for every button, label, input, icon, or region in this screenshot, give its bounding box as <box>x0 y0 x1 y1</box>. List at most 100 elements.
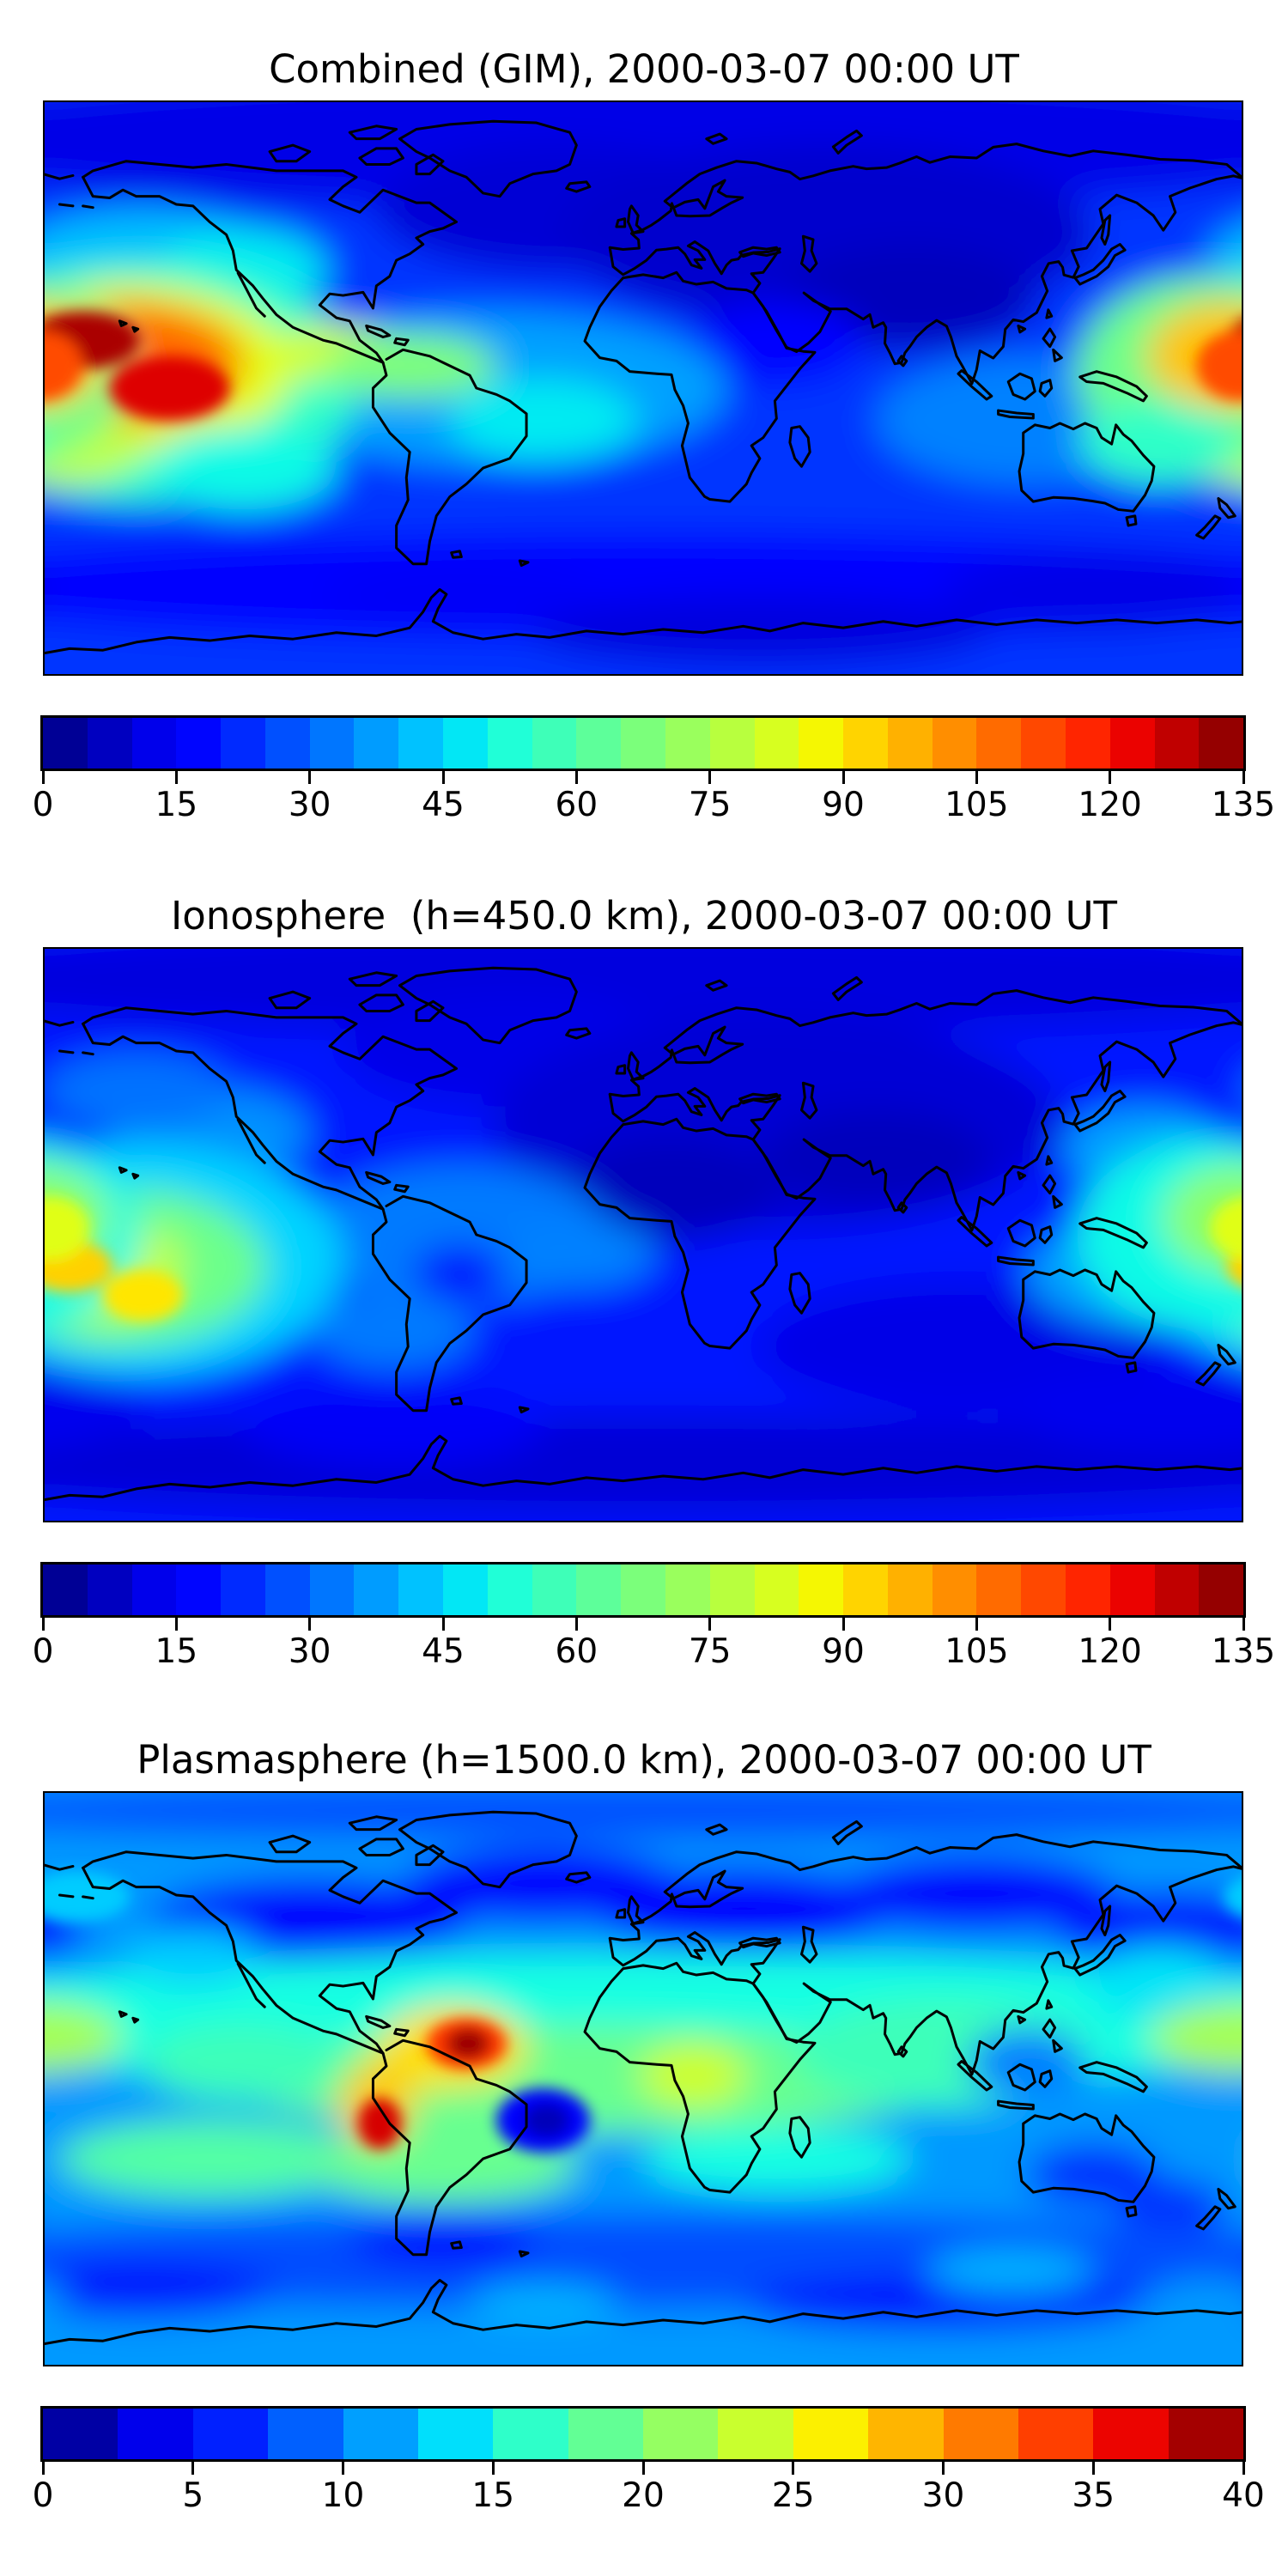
colorbar-tick <box>308 771 312 784</box>
colorbar-tick <box>441 771 445 784</box>
colorbar-tick <box>174 1618 178 1631</box>
colorbar-segment <box>754 718 799 769</box>
colorbar-segment <box>398 1564 444 1615</box>
colorbar-combined-gim <box>40 715 1246 771</box>
colorbar-segment <box>1109 718 1155 769</box>
colorbar-tick-label: 0 <box>32 786 54 824</box>
colorbar-segment <box>976 718 1022 769</box>
colorbar-tick <box>1242 2462 1245 2475</box>
colorbar-tick-label: 5 <box>182 2476 204 2515</box>
colorbar-segment <box>976 1564 1022 1615</box>
colorbar-tick <box>641 2462 645 2475</box>
colorbar-tick-label: 15 <box>155 1632 198 1671</box>
colorbar-tick <box>1091 2462 1095 2475</box>
colorbar-segment <box>887 1564 933 1615</box>
colorbar-segment <box>887 718 933 769</box>
colorbar-segment <box>343 2409 418 2459</box>
colorbar-tick <box>41 771 45 784</box>
colorbar-segment <box>398 718 444 769</box>
colorbar-tick <box>1109 771 1112 784</box>
colorbar-segment <box>487 718 532 769</box>
colorbar-tick <box>708 771 712 784</box>
colorbar-tick <box>841 1618 845 1631</box>
colorbar-tick-label: 10 <box>321 2476 365 2515</box>
map-combined-gim <box>43 100 1243 676</box>
colorbar-segment <box>665 1564 710 1615</box>
colorbar-tick <box>308 1618 312 1631</box>
colorbar-tick-label: 60 <box>555 1632 598 1671</box>
colorbar-segment <box>354 718 399 769</box>
colorbar-segment <box>621 1564 665 1615</box>
colorbar-segment <box>1065 718 1110 769</box>
colorbar-tick <box>574 1618 578 1631</box>
colorbar-tick-label: 0 <box>32 1632 54 1671</box>
colorbar-segment <box>1199 1564 1244 1615</box>
map-plasmasphere <box>43 1791 1243 2366</box>
panel-title: Plasmasphere (h=1500.0 km), 2000-03-07 0… <box>137 1737 1151 1783</box>
colorbar-segment <box>532 1564 577 1615</box>
panel-title: Ionosphere (h=450.0 km), 2000-03-07 00:0… <box>170 893 1118 939</box>
colorbar-segment <box>754 1564 799 1615</box>
colorbar-segment <box>643 2409 719 2459</box>
colorbar-tick <box>174 771 178 784</box>
colorbar-segment <box>532 718 577 769</box>
colorbar-segment <box>799 718 844 769</box>
colorbar-segment <box>932 1564 977 1615</box>
colorbar-tick-label: 30 <box>288 1632 331 1671</box>
colorbar-tick-label: 135 <box>1211 786 1276 824</box>
colorbar-tick <box>41 1618 45 1631</box>
colorbar-segment <box>932 718 977 769</box>
colorbar-tick-label: 15 <box>471 2476 515 2515</box>
colorbar-tick-label: 60 <box>555 786 598 824</box>
panel-title: Combined (GIM), 2000-03-07 00:00 UT <box>269 46 1019 92</box>
colorbar-segment <box>709 718 755 769</box>
colorbar-tick-label: 0 <box>32 2476 54 2515</box>
colorbar-segment <box>576 1564 622 1615</box>
colorbar-segment <box>718 2409 793 2459</box>
colorbar-segment <box>1199 718 1244 769</box>
colorbar-segment <box>665 718 710 769</box>
colorbar-segment <box>1168 2409 1243 2459</box>
colorbar-segment <box>1154 1564 1200 1615</box>
colorbar-segment <box>131 1564 177 1615</box>
colorbar-tick <box>1242 771 1245 784</box>
colorbar-tick <box>491 2462 495 2475</box>
colorbar-segment <box>87 718 132 769</box>
colorbar-ionosphere <box>40 1562 1246 1618</box>
colorbar-plasmasphere <box>40 2406 1246 2462</box>
colorbar-tick <box>441 1618 445 1631</box>
colorbar-segment <box>1093 2409 1169 2459</box>
colorbar-tick-label: 30 <box>288 786 331 824</box>
colorbar-tick <box>574 771 578 784</box>
colorbar-tick <box>1242 1618 1245 1631</box>
colorbar-tick-label: 90 <box>822 786 865 824</box>
colorbar-tick-label: 35 <box>1072 2476 1115 2515</box>
colorbar-tick <box>942 2462 945 2475</box>
colorbar-segment <box>943 2409 1018 2459</box>
colorbar-segment <box>1021 718 1066 769</box>
colorbar-tick-label: 105 <box>945 786 1009 824</box>
colorbar-segment <box>576 718 622 769</box>
colorbar-segment <box>43 1564 88 1615</box>
colorbar-segment <box>131 718 177 769</box>
colorbar-tick-label: 45 <box>422 786 465 824</box>
colorbar-segment <box>1065 1564 1110 1615</box>
colorbar-tick-label: 105 <box>945 1632 1009 1671</box>
colorbar-segment <box>843 718 888 769</box>
colorbar-tick-label: 75 <box>688 1632 732 1671</box>
colorbar-tick-label: 120 <box>1078 1632 1142 1671</box>
colorbar-tick <box>792 2462 795 2475</box>
colorbar-segment <box>309 718 355 769</box>
colorbar-segment <box>843 1564 888 1615</box>
colorbar-segment <box>264 1564 310 1615</box>
colorbar-segment <box>868 2409 944 2459</box>
colorbar-tick <box>841 771 845 784</box>
colorbar-segment <box>309 1564 355 1615</box>
colorbar-segment <box>1109 1564 1155 1615</box>
colorbar-segment <box>354 1564 399 1615</box>
colorbar-segment <box>493 2409 568 2459</box>
colorbar-segment <box>568 2409 643 2459</box>
colorbar-segment <box>443 718 488 769</box>
colorbar-segment <box>87 1564 132 1615</box>
